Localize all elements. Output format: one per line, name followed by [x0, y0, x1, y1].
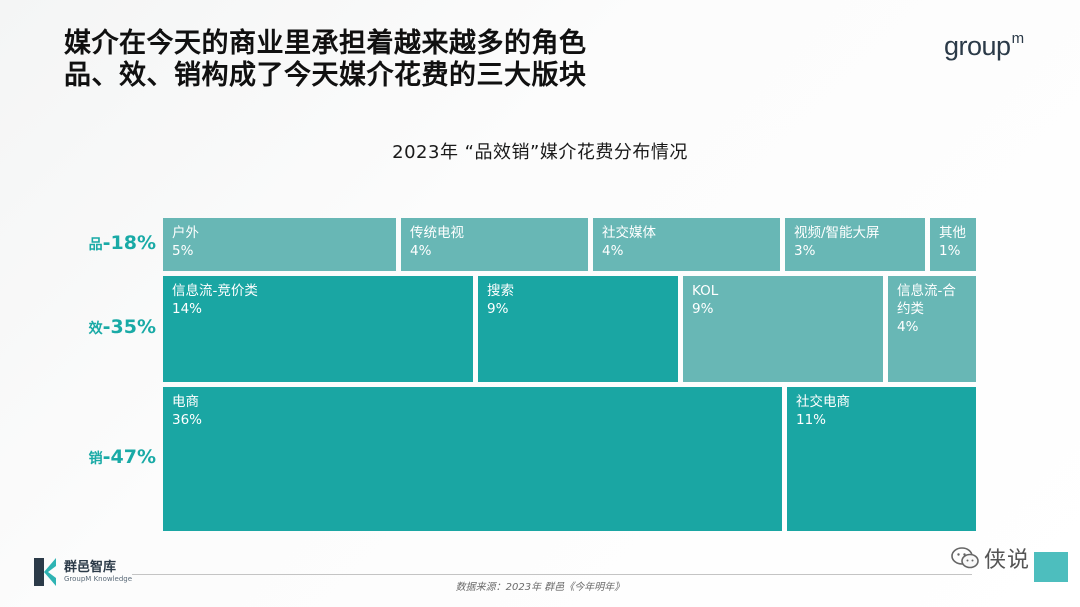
cell-name: 传统电视: [410, 225, 464, 241]
row-label-0: 品-18%: [80, 232, 156, 254]
treemap-cell: KOL 9%: [683, 276, 883, 382]
cell-value: 1%: [939, 243, 961, 259]
headline: 媒介在今天的商业里承担着越来越多的角色 品、效、销构成了今天媒介花费的三大版块: [64, 28, 587, 92]
wechat-label: 侠说: [984, 548, 1031, 573]
source-note: 数据来源：2023年 群邑《今年明年》: [455, 582, 625, 593]
cell-value: 4%: [602, 243, 624, 259]
corner-decoration: [1034, 552, 1068, 582]
cell-value: 14%: [172, 301, 203, 317]
cell-value: 9%: [487, 301, 509, 317]
treemap-cell: 其他 1%: [930, 218, 976, 271]
brand-block: 群邑智库 GroupM Knowledge: [32, 556, 132, 588]
cell-name: 信息流-合约类: [897, 283, 956, 317]
cell-value: 9%: [692, 301, 714, 317]
cell-name: 其他: [939, 225, 966, 241]
treemap-cell: 搜索 9%: [478, 276, 678, 382]
treemap-cell: 信息流-合约类 4%: [888, 276, 976, 382]
headline-line-1: 媒介在今天的商业里承担着越来越多的角色: [64, 28, 587, 59]
brand-logo-icon: [34, 558, 56, 586]
wechat-icon: [951, 547, 979, 569]
row-label-value: -47%: [102, 446, 156, 468]
logo-suffix: m: [1011, 30, 1025, 47]
footer-divider: [132, 574, 972, 575]
brand-text: 群邑智库 GroupM Knowledge: [64, 560, 132, 584]
brand-subtitle: GroupM Knowledge: [64, 575, 133, 583]
cell-value: 36%: [172, 412, 203, 428]
chart-title: 2023年 “品效销”媒介花费分布情况: [392, 142, 688, 163]
cell-value: 5%: [172, 243, 194, 259]
cell-value: 4%: [410, 243, 432, 259]
cell-value: 4%: [897, 319, 919, 335]
brand-name: 群邑智库: [64, 560, 117, 575]
headline-line-2: 品、效、销构成了今天媒介花费的三大版块: [64, 60, 587, 91]
row-label-name: 效: [88, 321, 103, 337]
row-label-2: 销-47%: [80, 446, 156, 468]
treemap-cell: 社交媒体 4%: [593, 218, 780, 271]
cell-name: 信息流-竞价类: [172, 283, 258, 299]
cell-name: 社交电商: [796, 394, 850, 410]
logo-text: group: [944, 31, 1011, 61]
row-label-value: -35%: [102, 316, 156, 338]
row-label-name: 品: [88, 236, 103, 253]
wechat-watermark: 侠说: [950, 542, 1030, 574]
cell-name: 电商: [172, 394, 199, 410]
treemap-cell: 电商 36%: [163, 387, 782, 531]
cell-name: 搜索: [487, 283, 514, 299]
cell-name: 社交媒体: [602, 225, 656, 241]
cell-value: 11%: [796, 412, 827, 428]
treemap-cell: 社交电商 11%: [787, 387, 976, 531]
treemap-cell: 视频/智能大屏 3%: [785, 218, 925, 271]
groupm-logo: groupm: [944, 30, 1024, 62]
cell-value: 3%: [794, 243, 816, 259]
row-label-1: 效-35%: [80, 316, 156, 338]
treemap-cell: 传统电视 4%: [401, 218, 588, 271]
cell-name: KOL: [692, 283, 719, 299]
cell-name: 视频/智能大屏: [794, 225, 880, 241]
treemap-cell: 信息流-竞价类 14%: [163, 276, 473, 382]
row-label-name: 销: [88, 451, 103, 467]
treemap-cell: 户外 5%: [163, 218, 396, 271]
cell-name: 户外: [172, 225, 199, 241]
row-label-value: -18%: [102, 231, 156, 254]
